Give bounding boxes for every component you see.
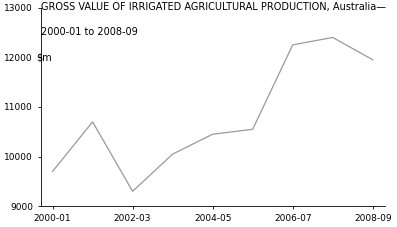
Text: GROSS VALUE OF IRRIGATED AGRICULTURAL PRODUCTION, Australia—: GROSS VALUE OF IRRIGATED AGRICULTURAL PR… <box>40 2 385 12</box>
Text: 2000-01 to 2008-09: 2000-01 to 2008-09 <box>40 27 137 37</box>
Text: $m: $m <box>37 52 52 62</box>
